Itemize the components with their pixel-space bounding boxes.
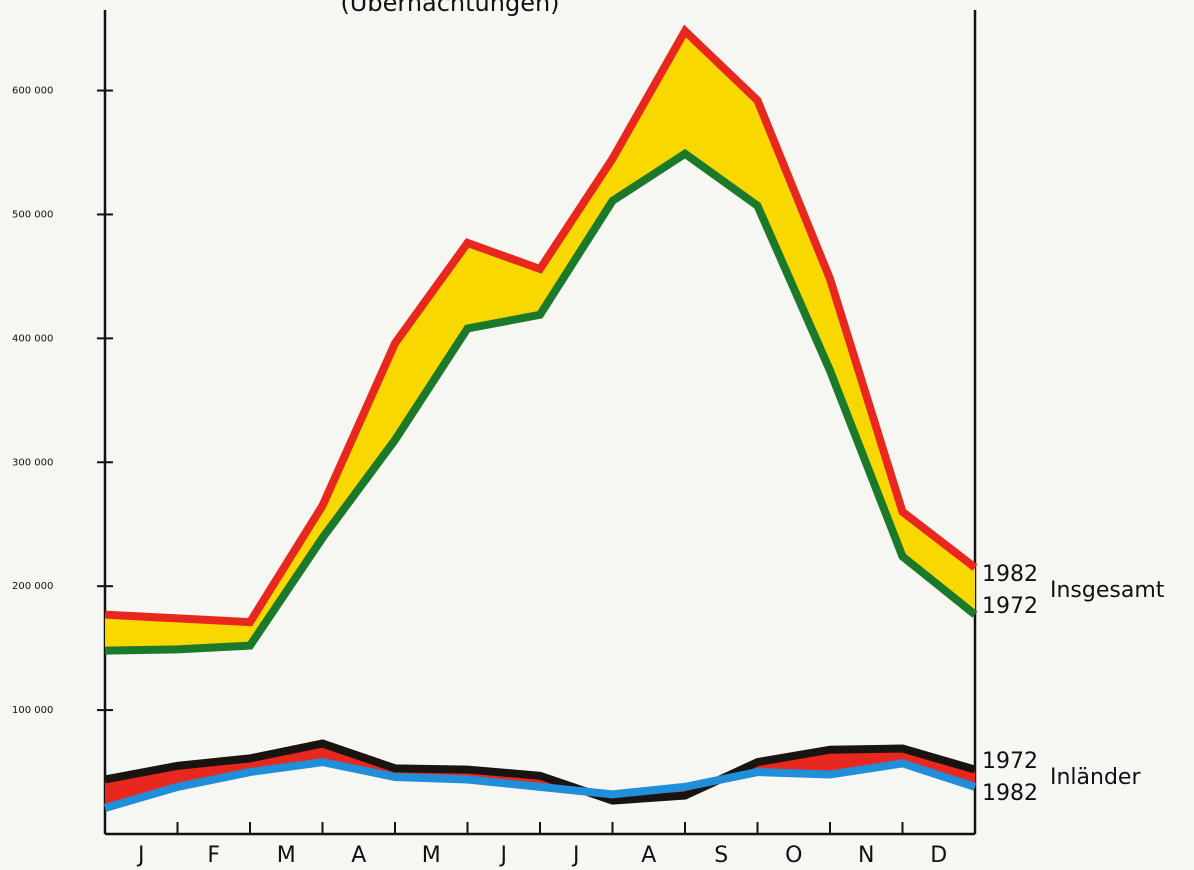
- series-label: 1972: [982, 594, 1038, 619]
- x-tick-label: M: [277, 843, 296, 868]
- y-tick-label: 600 000: [12, 86, 53, 97]
- group-label: Insgesamt: [1050, 578, 1165, 603]
- x-tick-label: A: [641, 843, 656, 868]
- x-tick-label: J: [571, 843, 580, 868]
- x-tick-label: O: [785, 843, 802, 868]
- series-line: [103, 758, 977, 812]
- series-line: [104, 24, 978, 627]
- band-fill: [105, 31, 975, 651]
- group-label: Inländer: [1050, 765, 1141, 790]
- x-tick-label: F: [207, 843, 220, 868]
- x-tick-label: A: [351, 843, 366, 868]
- x-tick-label: D: [930, 843, 947, 868]
- x-tick-label: J: [499, 843, 508, 868]
- series-label: 1972: [982, 749, 1038, 774]
- x-tick-label: N: [858, 843, 874, 868]
- y-tick-label: 400 000: [12, 333, 53, 344]
- x-tick-label: J: [136, 843, 145, 868]
- series-label: 1982: [982, 781, 1038, 806]
- series-label: 1982: [982, 562, 1038, 587]
- chart-title: (Übernachtungen): [340, 0, 559, 17]
- y-tick-label: 100 000: [12, 705, 53, 716]
- y-tick-label: 300 000: [12, 457, 53, 468]
- x-tick-label: S: [714, 843, 728, 868]
- series-line: [104, 739, 977, 805]
- y-tick-label: 200 000: [12, 581, 53, 592]
- x-tick-label: M: [422, 843, 441, 868]
- series-line: [104, 148, 978, 655]
- y-tick-label: 500 000: [12, 209, 53, 220]
